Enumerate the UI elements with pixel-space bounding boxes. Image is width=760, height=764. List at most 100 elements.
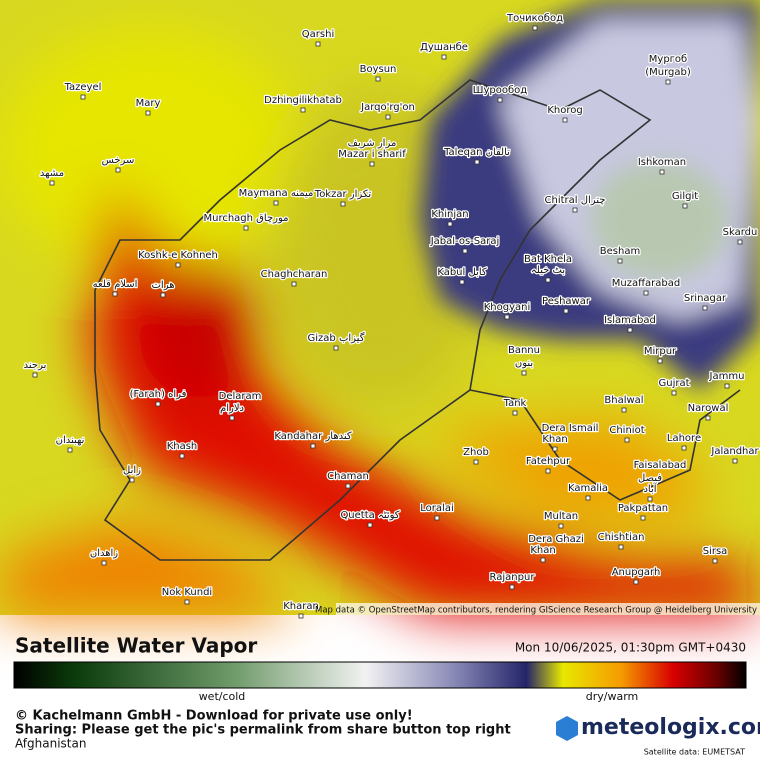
- place-label: Шурообод: [473, 85, 527, 96]
- place-label: (Farah) فراه: [130, 389, 187, 400]
- place-marker: [618, 544, 624, 550]
- place-marker: [333, 345, 339, 351]
- place-labels: Qarshi Душанбе Boysun Tazeyel Mary Dzhingilik…: [22, 12, 760, 619]
- place-label: Fatehpur: [526, 456, 571, 467]
- copyright: © Kachelmann GmbH - Download for private…: [15, 709, 413, 724]
- borders: [94, 79, 741, 561]
- place-label: (Murgab): [645, 67, 691, 78]
- place-marker: [633, 579, 639, 585]
- place-label: Jammu: [709, 371, 745, 382]
- title: Satellite Water Vapor: [15, 634, 257, 658]
- place-marker: [49, 180, 55, 186]
- place-marker: [473, 459, 479, 465]
- place-marker: [617, 258, 623, 264]
- place-marker: [671, 390, 677, 396]
- place-marker: [129, 477, 135, 483]
- place-label: Мургоб: [649, 54, 687, 65]
- place-marker: [497, 97, 503, 103]
- logo-icon: [556, 716, 578, 741]
- map-attribution: Map data © OpenStreetMap contributors, r…: [315, 606, 757, 616]
- data-source: Satellite data: EUMETSAT: [644, 748, 745, 757]
- sharing-note: Sharing: Please get the pic's permalink …: [15, 723, 511, 738]
- place-marker: [298, 613, 304, 619]
- place-marker: [659, 169, 665, 175]
- place-label: Koshk-e Kohneh: [138, 250, 218, 261]
- place-label: Loralai: [420, 503, 453, 514]
- place-marker: [732, 458, 738, 464]
- place-label: Khan: [542, 434, 567, 445]
- place-label: Mary: [136, 98, 161, 109]
- place-marker: [447, 221, 453, 227]
- place-marker: [540, 557, 546, 563]
- place-marker: [375, 76, 381, 82]
- place-marker: [441, 54, 447, 60]
- place-marker: [562, 117, 568, 123]
- place-label: Bannu: [508, 345, 540, 356]
- place-label: Tokzar تکزار: [314, 189, 372, 200]
- place-label: زاهدان: [90, 548, 118, 559]
- place-label: سرخس: [102, 155, 135, 166]
- place-marker: [229, 415, 235, 421]
- place-label: Chitral چترال: [545, 195, 606, 206]
- place-marker: [385, 114, 391, 120]
- place-marker: [657, 358, 663, 364]
- place-marker: [545, 277, 551, 283]
- place-label: آباد: [643, 482, 657, 495]
- place-label: Jalandhar: [710, 446, 759, 457]
- place-label: Tazeyel: [64, 82, 102, 93]
- place-marker: [340, 201, 346, 207]
- place-label: Mirpur: [644, 346, 677, 357]
- place-label: Chiniot: [609, 425, 644, 436]
- place-label: Chaghcharan: [261, 269, 328, 280]
- place-marker: [621, 407, 627, 413]
- place-label: Jabal-os-Saraj: [430, 236, 500, 247]
- place-label: Душанбе: [420, 42, 468, 53]
- place-label: Jarqo'rg'on: [360, 102, 415, 113]
- place-label: Kandahar کندهار: [274, 431, 352, 442]
- place-label: Quetta کوئٹہ: [340, 510, 399, 521]
- place-marker: [509, 584, 515, 590]
- place-marker: [504, 314, 510, 320]
- place-label: Tank: [503, 398, 527, 409]
- place-marker: [512, 410, 518, 416]
- place-label: هرات: [152, 280, 175, 291]
- place-label: Multan: [544, 511, 578, 522]
- place-label: Gilgit: [672, 191, 698, 202]
- place-label: Mazar i sharif: [338, 149, 406, 160]
- place-marker: [585, 495, 591, 501]
- place-label: بنوں: [515, 358, 533, 369]
- place-marker: [462, 248, 468, 254]
- place-label: نهبندان: [56, 435, 85, 446]
- place-label: مشهد: [40, 168, 64, 179]
- footer: Satellite Water Vapor Mon 10/06/2025, 01…: [13, 634, 760, 757]
- place-marker: [155, 401, 161, 407]
- place-marker: [558, 523, 564, 529]
- place-marker: [563, 308, 569, 314]
- place-label: Chaman: [327, 471, 369, 482]
- place-label: Khinjan: [431, 209, 468, 220]
- place-marker: [273, 200, 279, 206]
- scale-left-label: wet/cold: [199, 690, 246, 703]
- place-label: Islamabad: [604, 315, 656, 326]
- place-label: Точикобод: [506, 13, 563, 24]
- place-label: Khan: [530, 545, 555, 556]
- scale-right-label: dry/warm: [586, 690, 639, 703]
- place-label: Sirsa: [703, 546, 728, 557]
- place-label: Anupgarh: [612, 567, 661, 578]
- place-marker: [115, 167, 121, 173]
- place-marker: [369, 161, 375, 167]
- place-label: Murchagh مورچاق: [203, 213, 288, 224]
- place-label: Gizab گیزاب: [308, 332, 365, 344]
- place-label: Dzhingilikhatab: [264, 95, 342, 106]
- place-marker: [572, 207, 578, 213]
- place-label: Qarshi: [302, 29, 334, 40]
- place-label: مزار شریف: [348, 138, 397, 149]
- place-marker: [80, 94, 86, 100]
- place-label: Ishkoman: [638, 157, 686, 168]
- place-marker: [32, 372, 38, 378]
- place-marker: [643, 290, 649, 296]
- place-marker: [724, 383, 730, 389]
- place-marker: [145, 110, 151, 116]
- place-marker: [291, 281, 297, 287]
- place-label: Gujrat: [658, 378, 689, 389]
